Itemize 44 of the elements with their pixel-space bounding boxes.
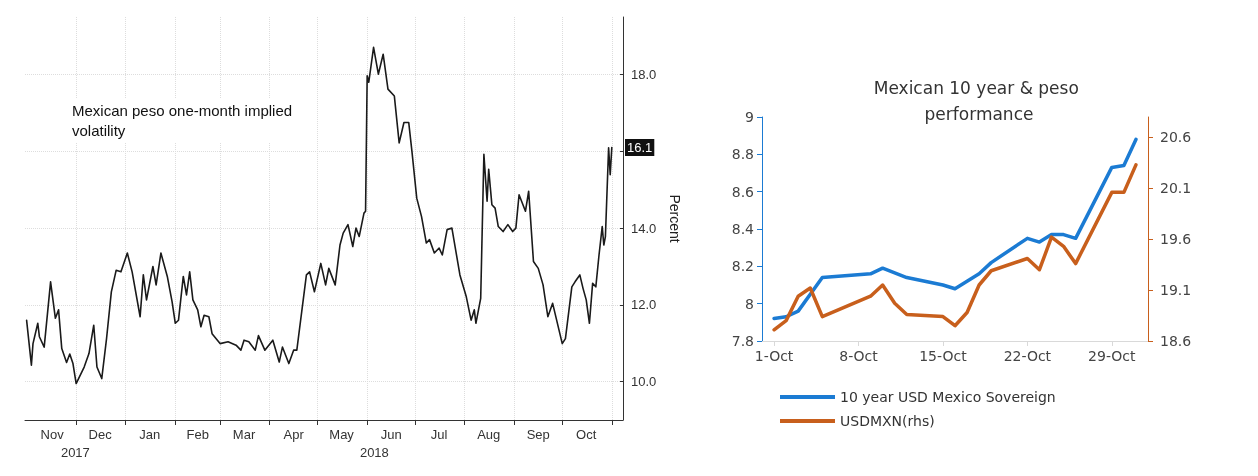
y-tick-label: 8	[745, 295, 754, 312]
y-tick-label: 12.0	[631, 297, 657, 313]
y-tick-label: 8.2	[731, 258, 754, 275]
x-tick-label: Dec	[88, 427, 113, 442]
line-series	[25, 46, 613, 385]
chart-title: Mexican 10 year & peso performance	[873, 78, 1085, 124]
text: 2018	[359, 445, 389, 460]
x-tick-label: 15-Oct	[919, 348, 968, 364]
x-tick-label: 8-Oct	[839, 348, 879, 364]
text: Mexican peso one-month implied volatility	[72, 101, 297, 139]
x-tick-label: Jun	[380, 427, 402, 442]
legend-label: 10 year USD Mexico Sovereign	[840, 389, 1056, 405]
x-tick-label: Jan	[139, 427, 161, 442]
y-tick-label: 18.0	[631, 67, 657, 83]
line-series	[772, 137, 1138, 321]
y2-tick-label: 20.1	[1160, 180, 1192, 197]
y-tick-label: 8.8	[731, 146, 754, 163]
line-series	[772, 163, 1138, 332]
x-tick-label: Aug	[477, 427, 501, 442]
y2-tick-label: 20.6	[1160, 129, 1192, 146]
text: 2017	[60, 445, 90, 460]
y-tick-label: 14.0	[631, 220, 657, 236]
x-tick-label: May	[329, 427, 355, 442]
y-axis-title: Percent	[667, 194, 683, 243]
y-tick-label: 9	[745, 109, 754, 125]
x-tick-label: 22-Oct	[1003, 348, 1052, 364]
y-tick-label: 10.0	[631, 374, 657, 390]
x-tick-label: Jul	[430, 427, 448, 442]
y-tick-label: 8.4	[731, 221, 755, 237]
y2-tick-label: 19.1	[1160, 282, 1192, 299]
x-tick-label: Sep	[526, 427, 550, 442]
x-tick-label: Nov	[40, 427, 65, 442]
y-tick-label: 8.6	[731, 183, 755, 200]
y2-tick-label: 18.6	[1160, 333, 1192, 349]
x-tick-label: Mar	[232, 427, 256, 442]
legend-label: USDMXN(rhs)	[840, 413, 935, 429]
y2-tick-label: 19.6	[1160, 231, 1192, 248]
annotation: 16.1	[627, 140, 653, 155]
x-tick-label: 1-Oct	[754, 348, 794, 364]
x-tick-label: Oct	[576, 427, 597, 442]
x-tick-label: 29-Oct	[1088, 348, 1137, 364]
x-tick-label: Apr	[283, 427, 305, 442]
x-tick-label: Feb	[186, 427, 209, 442]
y-tick-label: 7.8	[731, 333, 754, 349]
